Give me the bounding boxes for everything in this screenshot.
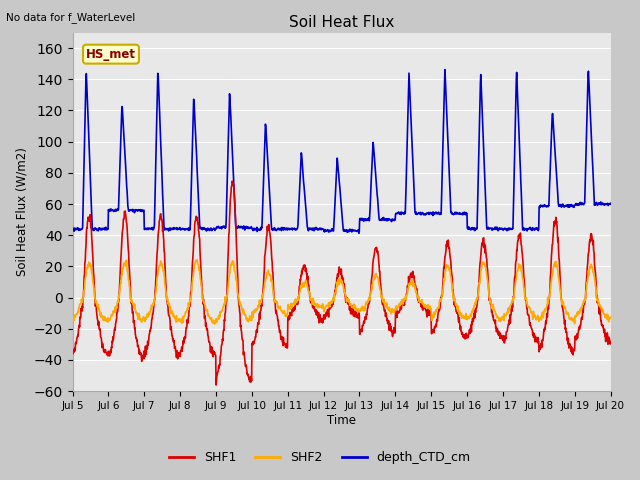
Title: Soil Heat Flux: Soil Heat Flux [289, 15, 394, 30]
Y-axis label: Soil Heat Flux (W/m2): Soil Heat Flux (W/m2) [15, 147, 28, 276]
Text: HS_met: HS_met [86, 48, 136, 60]
Legend: SHF1, SHF2, depth_CTD_cm: SHF1, SHF2, depth_CTD_cm [164, 446, 476, 469]
Text: No data for f_WaterLevel: No data for f_WaterLevel [6, 12, 136, 23]
X-axis label: Time: Time [327, 414, 356, 427]
